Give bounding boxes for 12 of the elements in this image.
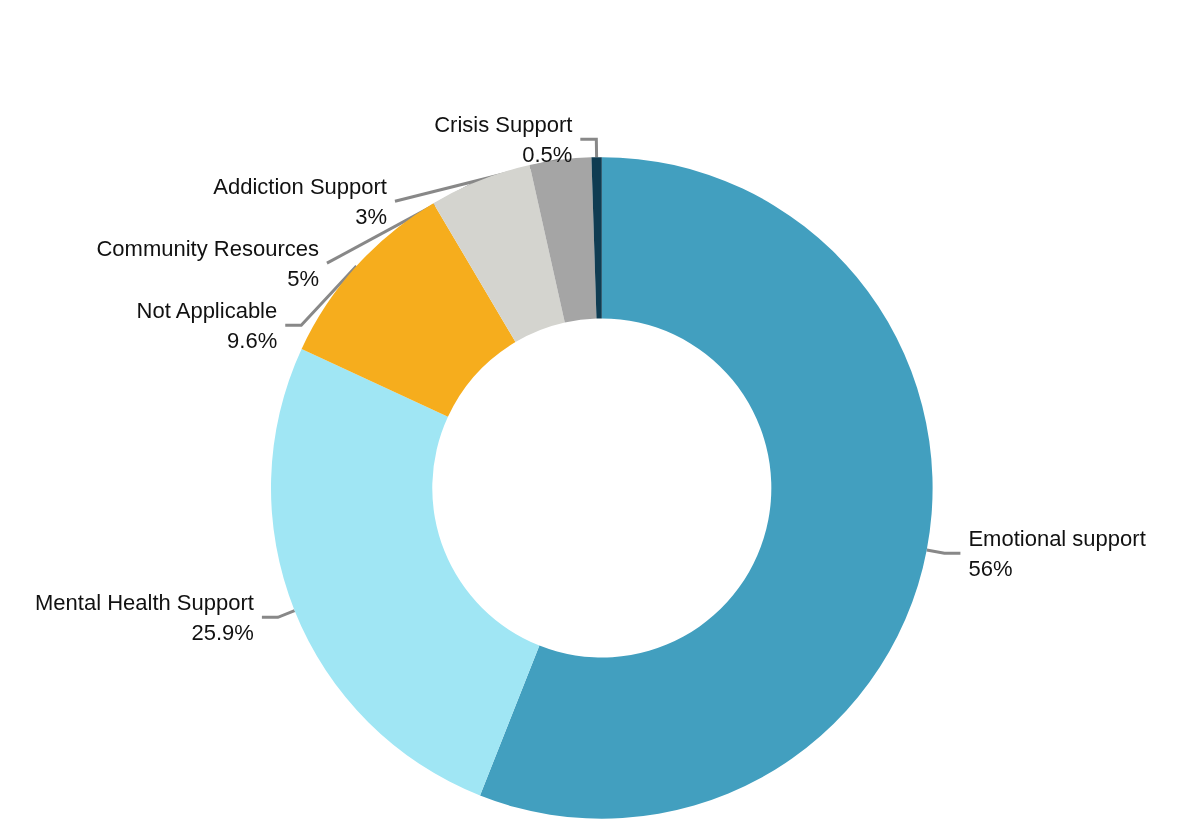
data-label: 9.6% [227,327,278,353]
data-label: 5% [287,265,319,291]
slice-label: Mental Health Support [34,589,254,615]
slice-label: Addiction Support [213,173,387,199]
slice-label: Not Applicable [136,297,278,323]
data-label: 3% [355,203,387,229]
slice-label: Community Resources [96,235,319,261]
slice-label: Crisis Support [434,111,573,137]
data-label: 0.5% [522,141,573,167]
data-label: 25.9% [191,619,254,645]
slice-label: Emotional support [968,525,1146,551]
data-label: 56% [968,555,1013,581]
